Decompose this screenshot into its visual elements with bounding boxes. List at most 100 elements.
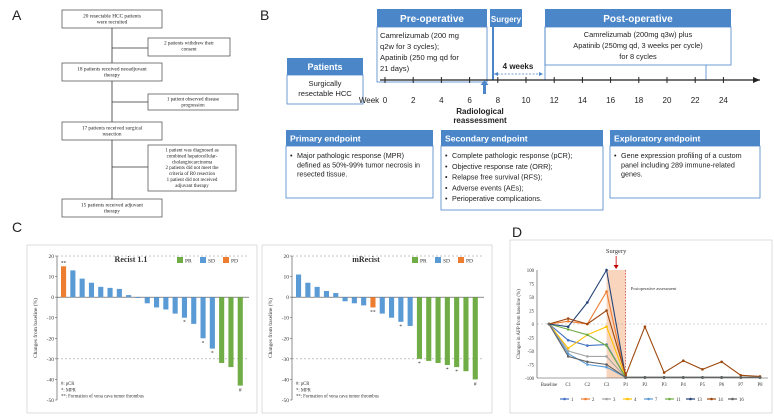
waterfall-bar: [463, 297, 469, 372]
legend-swatch: [200, 257, 206, 263]
flow-box: [61, 9, 163, 29]
flow-box-text: 17 patients received surgical resection: [82, 126, 143, 138]
gap-label: 4 weeks: [503, 62, 534, 71]
endpoint-body: [285, 145, 434, 199]
series-point: [701, 376, 704, 379]
flow-side-box: [147, 93, 239, 111]
y-tick-label: 10: [284, 275, 290, 281]
chart-title: mRecist: [352, 255, 380, 264]
y-tick-label: 20: [49, 254, 55, 260]
legend-swatch: [177, 257, 183, 263]
legend-label: 11: [676, 398, 681, 403]
y-tick-label: -100: [525, 377, 534, 382]
endpoint-bullet: •: [445, 162, 448, 171]
text-line: Apatinib (250 mg qd for: [380, 53, 459, 62]
series-point: [586, 344, 589, 347]
x-tick-label: C3: [604, 383, 610, 388]
endpoint-header: [441, 130, 603, 146]
y-tick-label: -30: [282, 357, 290, 363]
legend-label: PD: [466, 259, 473, 265]
endpoint-item: Perioperative complications.: [452, 194, 542, 203]
x-tick-label: P5: [700, 383, 706, 388]
week-tick-label: 8: [496, 96, 501, 105]
legend-marker: [710, 397, 713, 401]
legend-label: SD: [443, 259, 450, 265]
text-line: Camrelizumab (200mg q3w) plus: [584, 30, 693, 39]
series-point: [566, 349, 570, 353]
week-tick-label: 4: [439, 96, 444, 105]
waterfall-bar: [70, 270, 76, 298]
text-line: Objective response rate (ORR);: [452, 162, 553, 171]
endpoint-title: Exploratory endpoint: [614, 134, 701, 144]
endpoint-header: [286, 130, 433, 146]
flow-side-text: 1 patient observed disease progression: [167, 98, 220, 109]
series-point: [662, 371, 666, 374]
patients-title: Patients: [307, 62, 342, 72]
endpoint-bullet: •: [445, 151, 448, 160]
waterfall-bar: [200, 297, 206, 339]
text-line: Camrelizumab (200 mg: [380, 31, 459, 40]
text-line: reassessment: [453, 116, 507, 125]
bar-mark: #: [474, 381, 477, 387]
bar-mark: *: [211, 351, 214, 357]
chart-title: Recist 1.1: [115, 255, 148, 264]
waterfall-bar: [237, 297, 243, 386]
y-tick-label: 0: [51, 295, 54, 301]
waterfall-bar: [228, 297, 234, 368]
series-point: [624, 376, 628, 379]
flow-box: [61, 62, 163, 82]
x-tick-label: P1: [623, 383, 629, 388]
legend-label: PR: [420, 259, 427, 265]
waterfall-bar: [296, 274, 302, 298]
legend-marker: [626, 397, 629, 401]
footnote: #: pCR: [296, 382, 310, 387]
text-line: Adverse events (AEs);: [452, 183, 524, 192]
flow-box-text: 20 resectable HCC patients were recruited: [83, 14, 141, 26]
legend-label: 16: [739, 398, 744, 403]
waterfall-mrecist: 20 10 0 -10 -20 -30 -40 -50 Changes from baselin…: [261, 244, 493, 414]
flow-box: [61, 198, 163, 218]
y-tick-label: -25: [528, 336, 535, 341]
text-line: resection: [102, 132, 121, 138]
week-tick-label: 20: [663, 96, 672, 105]
week-tick-label: 16: [606, 96, 615, 105]
waterfall-bar: [181, 297, 188, 318]
series-line: [548, 309, 761, 377]
x-tick-label: C2: [585, 383, 591, 388]
timeline-arrowhead: [753, 77, 760, 83]
waterfall-bar: [107, 287, 113, 298]
text-line: Radiological: [456, 107, 504, 116]
series-point: [624, 374, 628, 377]
legend-swatch: [223, 257, 229, 263]
x-tick-label: Baseline: [541, 383, 558, 388]
week-tick-label: 24: [719, 96, 728, 105]
post-operative-header: [545, 9, 731, 27]
series-point: [566, 355, 570, 358]
chart-frame: [509, 239, 773, 414]
x-tick-label: P3: [662, 383, 668, 388]
waterfall-bar: [88, 282, 95, 298]
surgery-arrowhead: [613, 265, 619, 269]
waterfall-bar: [472, 297, 478, 380]
legend-swatch: [412, 257, 418, 263]
text-line: therapy: [104, 209, 120, 215]
y-tick-label: -40: [282, 377, 290, 383]
week-label: Week: [359, 96, 380, 105]
series-point: [586, 333, 589, 337]
bar-mark: *: [183, 320, 186, 326]
y-tick-label: 0: [286, 295, 289, 301]
waterfall-bar: [398, 297, 404, 322]
bar-mark: *: [418, 361, 421, 367]
legend-marker: [689, 397, 692, 401]
series-point: [662, 376, 666, 379]
reassess-arrow-head: [480, 80, 489, 85]
text-line: defined as 50%-99% tumor necrosis in: [297, 160, 420, 169]
series-point: [566, 325, 570, 329]
series-point: [566, 328, 570, 331]
legend-marker: [563, 397, 566, 401]
legend-label: PD: [231, 259, 238, 265]
panel-c: C 20 10 0 -10 -20 -30 -40 -50 Changes from basel…: [12, 219, 493, 414]
postop-label: Postoperative assessment: [631, 286, 677, 291]
waterfall-bar: [163, 297, 169, 310]
series-point: [566, 317, 570, 320]
